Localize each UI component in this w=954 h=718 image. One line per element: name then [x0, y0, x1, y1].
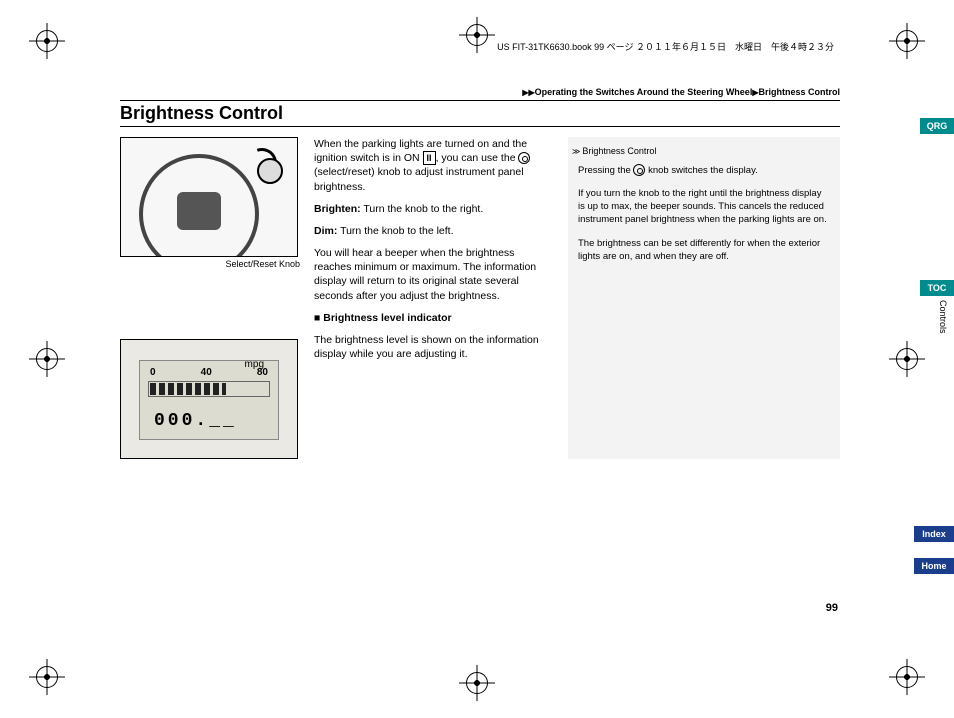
breadcrumb-level-1[interactable]: Operating the Switches Around the Steeri… — [535, 87, 753, 97]
brightness-bar-icon — [150, 383, 226, 395]
breadcrumb: ▶▶Operating the Switches Around the Stee… — [120, 87, 840, 97]
select-reset-knob-icon — [257, 158, 283, 184]
breadcrumb-level-2[interactable]: Brightness Control — [758, 87, 840, 97]
breadcrumb-arrow-icon: ▶▶ — [522, 88, 534, 97]
display-figure: mpg 0 40 80 000.__ — [120, 339, 298, 459]
page-content: ▶▶Operating the Switches Around the Stee… — [120, 100, 840, 620]
registration-mark — [896, 666, 918, 688]
page-number: 99 — [826, 602, 838, 614]
steering-wheel-figure — [120, 137, 298, 257]
side-heading: Brightness Control — [572, 145, 830, 158]
scale-mid: 40 — [201, 367, 212, 378]
registration-mark — [466, 672, 488, 694]
knob-icon — [518, 152, 530, 164]
side-note-column: Brightness Control Pressing the knob swi… — [568, 137, 840, 459]
section-label: Controls — [938, 300, 948, 334]
indicator-paragraph: The brightness level is shown on the inf… — [314, 333, 554, 361]
page-title: Brightness Control — [120, 103, 840, 127]
ignition-mode-icon: II — [423, 151, 436, 165]
intro-paragraph: When the parking lights are turned on an… — [314, 137, 554, 194]
registration-mark — [896, 348, 918, 370]
figure-column: Select/Reset Knob mpg 0 40 80 000.__ — [120, 137, 300, 459]
figure-caption: Select/Reset Knob — [120, 259, 300, 269]
registration-mark — [896, 30, 918, 52]
main-text-column: When the parking lights are turned on an… — [314, 137, 554, 459]
scale-min: 0 — [150, 367, 156, 378]
side-p3: The brightness can be set differently fo… — [578, 237, 830, 264]
qrg-tab[interactable]: QRG — [920, 118, 954, 134]
registration-mark — [36, 30, 58, 52]
knob-icon — [633, 164, 645, 176]
side-p1: Pressing the knob switches the display. — [578, 164, 830, 177]
subsection-heading: ■ Brightness level indicator — [314, 311, 554, 325]
registration-mark — [36, 666, 58, 688]
index-tab[interactable]: Index — [914, 526, 954, 542]
scale-max: 80 — [257, 367, 268, 378]
side-p2: If you turn the knob to the right until … — [578, 187, 830, 227]
beeper-paragraph: You will hear a beeper when the brightne… — [314, 246, 554, 303]
brighten-instruction: Brighten: Turn the knob to the right. — [314, 202, 554, 216]
toc-tab[interactable]: TOC — [920, 280, 954, 296]
registration-mark — [466, 24, 488, 46]
odometer-value: 000.__ — [154, 411, 237, 431]
print-header: US FIT-31TK6630.book 99 ページ ２０１１年６月１５日 水… — [497, 40, 834, 53]
home-tab[interactable]: Home — [914, 558, 954, 574]
registration-mark — [36, 348, 58, 370]
dim-instruction: Dim: Turn the knob to the left. — [314, 224, 554, 238]
